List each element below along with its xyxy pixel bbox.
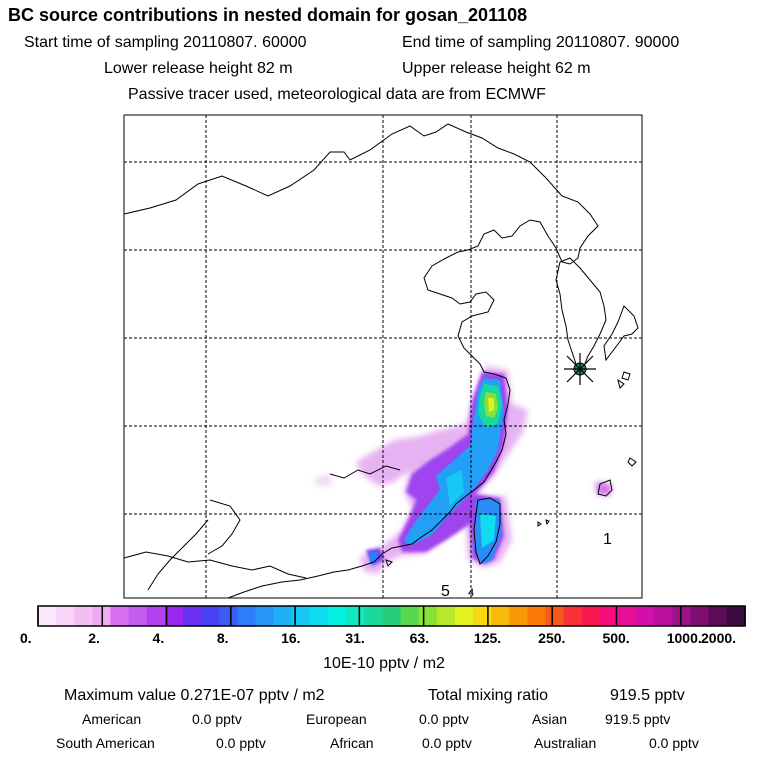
colorbar-tick-label: 125.: [473, 630, 502, 646]
colorbar-swatch: [654, 606, 674, 626]
map-label-4: 4: [468, 587, 475, 599]
colorbar-swatch: [255, 606, 275, 626]
contrib-region: African: [330, 735, 374, 751]
colorbar-swatch: [38, 606, 57, 626]
colorbar-swatch: [454, 606, 474, 626]
colorbar-swatch: [146, 606, 166, 626]
colorbar-swatch: [418, 606, 438, 626]
colorbar-swatch: [599, 606, 619, 626]
colorbar-swatch: [400, 606, 420, 626]
colorbar-tick-label: 1000.: [666, 630, 702, 646]
upper-height-text: Upper release height 62 m: [402, 60, 591, 77]
colorbar-swatch: [56, 606, 75, 626]
colorbar-swatch: [183, 606, 202, 626]
contrib-region: American: [82, 711, 142, 727]
colorbar-swatch: [110, 606, 130, 626]
colorbar: [37, 605, 746, 627]
colorbar-swatch: [346, 606, 365, 626]
colorbar-swatch: [618, 606, 637, 626]
contrib-value: 0.0 pptv: [192, 711, 242, 727]
receptor-marker: [564, 353, 596, 385]
map-label-1: 1: [603, 531, 612, 548]
total-mixing-label: Total mixing ratio: [428, 687, 549, 704]
end-time-text: End time of sampling 20110807. 90000: [402, 34, 680, 51]
colorbar-swatch: [636, 606, 655, 626]
map-label-5: 5: [441, 583, 450, 600]
max-value-text: Maximum value 0.271E-07 pptv / m2: [64, 687, 325, 704]
colorbar-tick-label: 63.: [409, 630, 430, 646]
plume-blue-layer: [370, 378, 504, 564]
colorbar-tick-label: 500.: [602, 630, 630, 646]
contrib-region: Asian: [532, 711, 568, 727]
colorbar-tick-label: 2.: [88, 630, 100, 646]
colorbar-swatch: [309, 606, 329, 626]
colorbar-frame: [37, 605, 746, 627]
map-grid: [124, 115, 642, 598]
colorbar-swatch: [690, 606, 710, 626]
colorbar-swatch: [328, 606, 347, 626]
contrib-value: 0.0 pptv: [419, 711, 469, 727]
contrib-region: South American: [56, 735, 155, 751]
colorbar-swatch: [364, 606, 384, 626]
chart-title: BC source contributions in nested domain…: [8, 5, 528, 25]
contrib-value: 0.0 pptv: [422, 735, 472, 751]
colorbar-swatch: [581, 606, 601, 626]
colorbar-swatch: [201, 606, 220, 626]
contrib-region: European: [306, 711, 367, 727]
contrib-region: Australian: [534, 735, 597, 751]
colorbar-swatch: [74, 606, 93, 626]
lower-height-text: Lower release height 82 m: [104, 60, 293, 77]
colorbar-swatch: [708, 606, 728, 626]
colorbar-swatch: [237, 606, 257, 626]
colorbar-swatch: [273, 606, 293, 626]
colorbar-swatch: [527, 606, 547, 626]
colorbar-swatch: [291, 606, 311, 626]
colorbar-swatch: [219, 606, 239, 626]
plume-hotspot: [478, 384, 502, 428]
map-panel: [124, 115, 642, 598]
tracer-note-text: Passive tracer used, meteorological data…: [128, 86, 546, 103]
colorbar-tick-label: 250.: [538, 630, 566, 646]
colorbar-swatch: [382, 606, 402, 626]
colorbar-tick-label: 4.: [152, 630, 165, 646]
start-time-text: Start time of sampling 20110807. 60000: [24, 34, 307, 51]
colorbar-swatch: [563, 606, 583, 626]
coastlines: [124, 123, 639, 598]
colorbar-tick-label: 8.: [216, 630, 229, 646]
colorbar-tick-label: 31.: [345, 630, 365, 646]
colorbar-swatch: [726, 606, 746, 626]
contrib-value: 0.0 pptv: [216, 735, 266, 751]
contrib-value: 0.0 pptv: [649, 735, 699, 751]
colorbar-swatch: [128, 606, 148, 626]
colorbar-tick-label: 16.: [281, 630, 301, 646]
total-mixing-value: 919.5 pptv: [610, 687, 685, 704]
colorbar-unit-label: 10E-10 pptv / m2: [323, 655, 445, 672]
map-frame: [123, 114, 643, 599]
colorbar-swatch: [164, 606, 184, 626]
colorbar-swatch: [473, 606, 492, 626]
colorbar-swatch: [436, 606, 456, 626]
contrib-value: 919.5 pptv: [605, 711, 671, 727]
colorbar-swatch: [545, 606, 565, 626]
colorbar-swatch: [672, 606, 692, 626]
colorbar-swatch: [491, 606, 510, 626]
colorbar-swatch: [509, 606, 529, 626]
colorbar-tick-label: 2000.: [701, 630, 737, 646]
colorbar-tick-label: 0.: [20, 630, 32, 646]
